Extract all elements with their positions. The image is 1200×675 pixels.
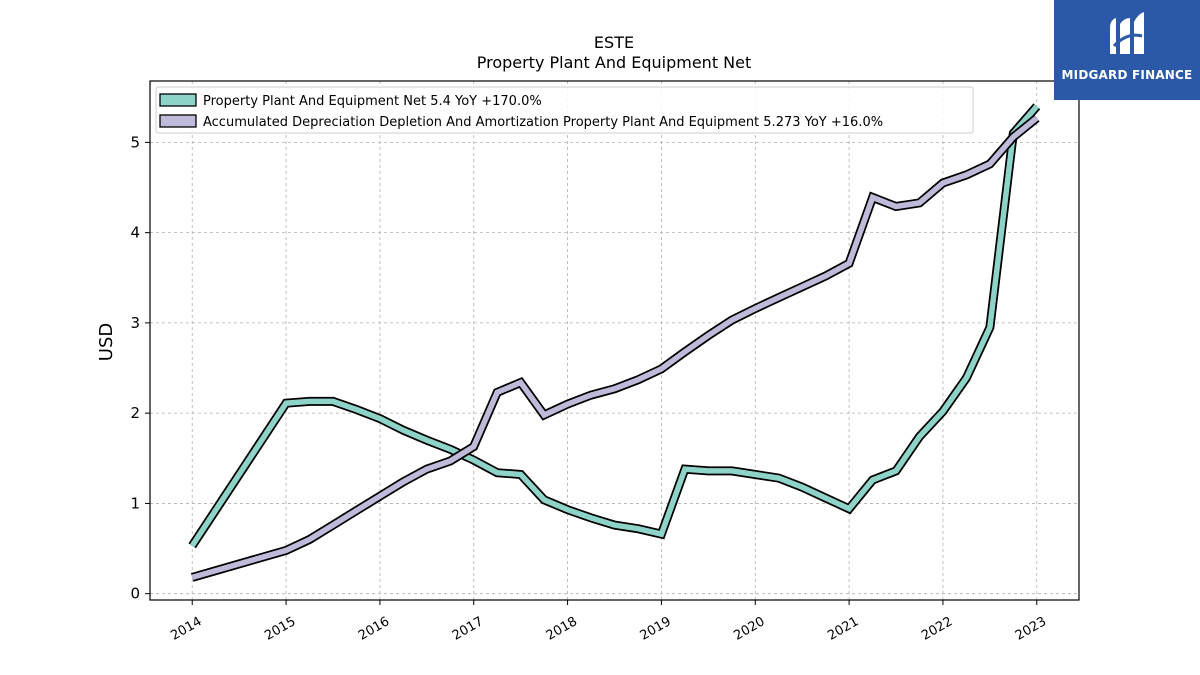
series-accum bbox=[190, 114, 1040, 582]
x-tick-label: 2021 bbox=[825, 614, 861, 644]
y-axis-label: USD bbox=[96, 323, 117, 361]
x-tick-label: 2022 bbox=[919, 614, 955, 644]
y-axis: 0 1 2 3 4 5 bbox=[130, 133, 150, 603]
x-tick-label: 2015 bbox=[262, 614, 298, 644]
legend-swatch-ppe bbox=[159, 93, 197, 107]
y-tick-label: 0 bbox=[130, 585, 140, 603]
y-tick-label: 4 bbox=[130, 224, 140, 242]
midgard-logo-icon bbox=[1110, 12, 1144, 54]
y-tick-label: 1 bbox=[130, 494, 140, 512]
x-axis: 2014 2015 2016 2017 2018 2019 2020 2021 2022 2023 bbox=[168, 600, 1049, 644]
series-layer bbox=[188, 103, 1041, 582]
y-tick-label: 3 bbox=[130, 314, 140, 332]
x-tick-label: 2017 bbox=[450, 614, 486, 644]
series-line bbox=[191, 115, 1039, 581]
legend-swatch-accum bbox=[159, 114, 197, 128]
x-tick-label: 2016 bbox=[356, 614, 392, 644]
legend: Property Plant And Equipment Net 5.4 YoY… bbox=[155, 86, 974, 134]
chart-title-line-2: Property Plant And Equipment Net bbox=[477, 53, 752, 72]
series-ppe bbox=[188, 103, 1041, 549]
legend-box bbox=[155, 86, 974, 134]
grid-lines bbox=[150, 81, 1079, 600]
logo-text: MIDGARD FINANCE bbox=[1061, 68, 1193, 82]
series-line bbox=[189, 104, 1039, 548]
y-tick-label: 5 bbox=[130, 133, 140, 151]
legend-entry-accum: Accumulated Depreciation Depletion And A… bbox=[203, 115, 883, 130]
x-tick-label: 2014 bbox=[168, 614, 204, 644]
series-line-outline bbox=[190, 114, 1040, 582]
x-tick-label: 2019 bbox=[638, 614, 674, 644]
x-tick-label: 2020 bbox=[731, 614, 767, 644]
midgard-finance-logo: MIDGARD FINANCE bbox=[1054, 0, 1200, 100]
series-line-outline bbox=[188, 103, 1041, 549]
chart-title-line-1: ESTE bbox=[594, 33, 634, 52]
y-tick-label: 2 bbox=[130, 404, 140, 422]
x-tick-label: 2018 bbox=[544, 614, 580, 644]
x-tick-label: 2023 bbox=[1013, 614, 1049, 644]
plot-frame bbox=[149, 80, 1080, 601]
legend-entry-ppe: Property Plant And Equipment Net 5.4 YoY… bbox=[203, 94, 542, 109]
